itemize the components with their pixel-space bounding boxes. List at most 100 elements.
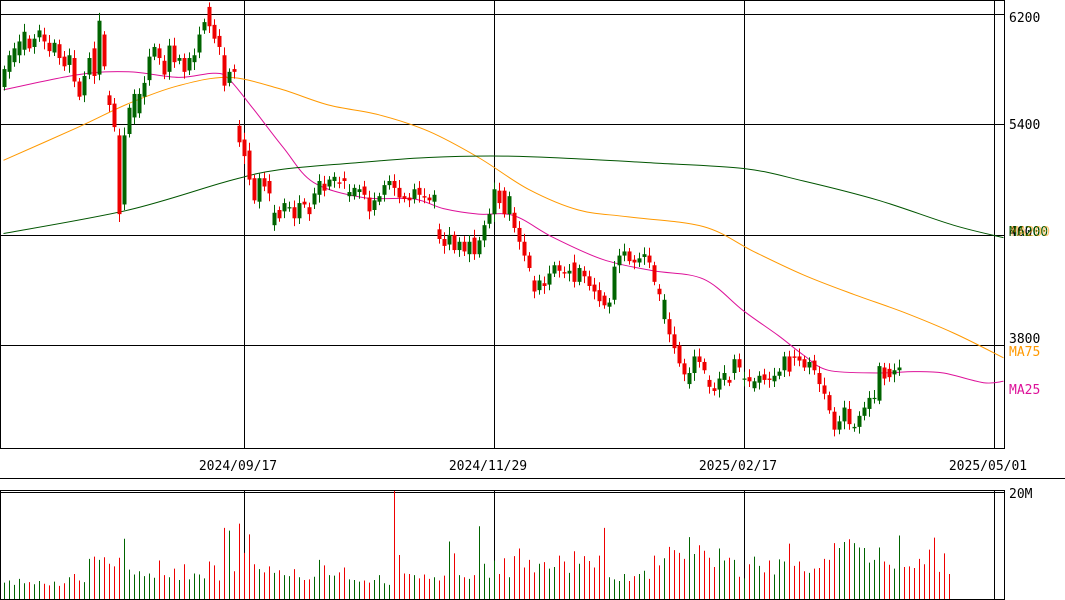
candle-body bbox=[262, 178, 267, 187]
candle-body bbox=[712, 388, 717, 391]
candle bbox=[202, 18, 207, 34]
candle bbox=[67, 48, 72, 73]
candle-body bbox=[837, 421, 842, 430]
candle-body bbox=[182, 58, 187, 72]
candle-body bbox=[607, 302, 612, 307]
candle bbox=[482, 220, 487, 248]
candle bbox=[262, 172, 267, 192]
candle-body bbox=[857, 415, 862, 427]
candle bbox=[322, 175, 327, 197]
ma200-label: MA200 bbox=[1009, 225, 1048, 240]
candle-body bbox=[117, 135, 122, 215]
candle-body bbox=[462, 241, 467, 252]
candle bbox=[567, 264, 572, 282]
candle-body bbox=[717, 378, 722, 390]
candle bbox=[72, 50, 77, 88]
candle-body bbox=[627, 251, 632, 262]
candle bbox=[572, 254, 577, 288]
candle bbox=[892, 363, 897, 383]
candle bbox=[197, 26, 202, 59]
candle-body bbox=[42, 34, 47, 42]
candle-body bbox=[562, 272, 567, 274]
candle bbox=[677, 341, 682, 367]
candle bbox=[462, 236, 467, 256]
candle bbox=[777, 368, 782, 380]
candle bbox=[597, 282, 602, 307]
candle-body bbox=[682, 363, 687, 375]
candle bbox=[142, 76, 147, 105]
candle-body bbox=[122, 135, 127, 205]
candle bbox=[417, 181, 422, 203]
candle bbox=[387, 175, 392, 190]
candle bbox=[102, 31, 107, 70]
candle-body bbox=[432, 194, 437, 202]
candle bbox=[502, 187, 507, 218]
candle-body bbox=[747, 377, 752, 382]
candle-body bbox=[842, 407, 847, 422]
candle-body bbox=[677, 345, 682, 364]
candle bbox=[762, 368, 767, 385]
candle bbox=[307, 202, 312, 221]
candle bbox=[127, 104, 132, 138]
candle bbox=[302, 198, 307, 208]
candle-body bbox=[112, 103, 117, 128]
candle-body bbox=[792, 356, 797, 358]
moving-average-labels: MA200 MA200 MA75 MA25 bbox=[1009, 225, 1050, 398]
candle bbox=[372, 192, 377, 216]
candle bbox=[117, 128, 122, 223]
candle bbox=[457, 237, 462, 257]
candle bbox=[737, 353, 742, 373]
candle bbox=[62, 50, 67, 71]
ma25-label: MA25 bbox=[1009, 383, 1040, 398]
candle bbox=[477, 236, 482, 258]
candle bbox=[537, 274, 542, 295]
candle bbox=[622, 243, 627, 262]
candle-body bbox=[637, 258, 642, 263]
candle bbox=[797, 348, 802, 367]
candle-body bbox=[312, 193, 317, 205]
candle-body bbox=[47, 42, 52, 52]
candle bbox=[637, 252, 642, 268]
candle-body bbox=[397, 187, 402, 198]
candle bbox=[562, 266, 567, 279]
candle-body bbox=[827, 395, 832, 411]
candle bbox=[772, 367, 777, 387]
candle bbox=[527, 252, 532, 272]
candle bbox=[247, 142, 252, 186]
candle-body bbox=[187, 58, 192, 71]
candle bbox=[382, 180, 387, 202]
candle bbox=[97, 12, 102, 81]
candle bbox=[667, 312, 672, 343]
candle-body bbox=[812, 360, 817, 371]
candle-body bbox=[657, 288, 662, 295]
candle bbox=[412, 183, 417, 204]
candle-body bbox=[687, 373, 692, 385]
candle bbox=[437, 223, 442, 244]
candle-body bbox=[257, 178, 262, 202]
candle bbox=[152, 43, 157, 61]
candle bbox=[57, 39, 62, 65]
candle-body bbox=[622, 251, 627, 256]
price-y-tick-label: 6200 bbox=[1009, 11, 1040, 26]
candle-body bbox=[32, 38, 37, 47]
candle-body bbox=[157, 48, 162, 59]
candle bbox=[132, 89, 137, 125]
candle-body bbox=[337, 182, 342, 184]
candle-body bbox=[787, 356, 792, 372]
candle bbox=[452, 231, 457, 254]
candle-body bbox=[52, 42, 57, 53]
candle-body bbox=[342, 178, 347, 181]
candle bbox=[367, 190, 372, 220]
candle bbox=[592, 277, 597, 300]
candle-body bbox=[392, 180, 397, 188]
candle-body bbox=[132, 93, 137, 118]
candle bbox=[442, 232, 447, 254]
candle bbox=[517, 221, 522, 250]
candle-body bbox=[332, 176, 337, 181]
candle bbox=[122, 127, 127, 211]
candle bbox=[332, 172, 337, 188]
candle-body bbox=[777, 371, 782, 376]
candle bbox=[422, 188, 427, 204]
candle bbox=[212, 19, 217, 44]
candle bbox=[732, 354, 737, 380]
